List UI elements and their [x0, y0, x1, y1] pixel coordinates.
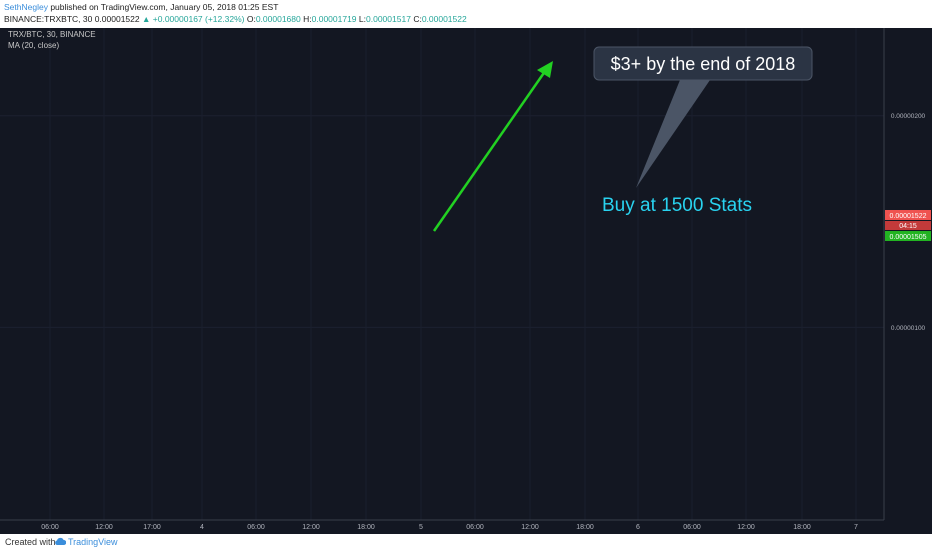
time-tick-label: 7 — [854, 524, 858, 531]
low-label: L: — [358, 14, 367, 24]
time-tick-label: 06:00 — [683, 524, 701, 531]
published-text: published on TradingView.com, January 05… — [50, 2, 279, 12]
time-tick-label: 18:00 — [576, 524, 594, 531]
arrow-head — [537, 61, 553, 78]
tradingview-cloud-icon — [55, 537, 66, 545]
time-tick-label: 17:00 — [143, 524, 161, 531]
high-label: H: — [303, 14, 312, 24]
callout-pointer — [636, 80, 710, 188]
time-tick-label: 06:00 — [247, 524, 265, 531]
created-with-text: Created with — [5, 537, 56, 547]
grid — [0, 28, 884, 520]
time-tick-label: 12:00 — [95, 524, 113, 531]
ohlc-line: BINANCE:TRXBTC, 30 0.00001522 ▲ +0.00000… — [4, 14, 467, 24]
countdown-box — [885, 221, 931, 230]
callout-box — [593, 46, 813, 81]
time-tick-label: 5 — [419, 524, 423, 531]
legend-symbol: TRX/BTC, 30, BINANCE — [8, 30, 96, 39]
callout-text: $3+ by the end of 2018 — [611, 54, 796, 74]
buy-annotation: Buy at 1500 Stats — [602, 195, 752, 216]
candlestick-chart[interactable]: 0.000024000.000023000.000022000.00002100… — [0, 28, 932, 534]
time-tick-label: 06:00 — [41, 524, 59, 531]
line-price-box — [885, 231, 931, 241]
time-tick-label: 4 — [200, 524, 204, 531]
publish-header: SethNegley published on TradingView.com,… — [0, 0, 932, 28]
time-tick-label: 12:00 — [302, 524, 320, 531]
price-axis[interactable] — [884, 28, 932, 520]
price-value: 0.00001522 — [94, 14, 140, 24]
last-price-text: 0.00001522 — [890, 213, 927, 220]
arrow-shaft — [432, 66, 550, 232]
countdown-text: 04:15 — [899, 223, 917, 230]
open-label: O: — [246, 14, 256, 24]
time-ticks: 06:00 12:00 17:00 4 06:00 12:00 18:00 5 06:00 12:… — [41, 524, 858, 531]
time-tick-label: 18:00 — [357, 524, 375, 531]
close-label: C: — [413, 14, 422, 24]
trend-arrow[interactable] — [432, 61, 553, 232]
price-tick-label: 0.00000100 — [891, 325, 926, 332]
time-tick-label: 12:00 — [737, 524, 755, 531]
symbol-label: BINANCE:TRXBTC, 30 — [4, 14, 93, 24]
time-tick-label: 6 — [636, 524, 640, 531]
tradingview-brand[interactable]: TradingView — [68, 537, 118, 547]
legend-ma: MA (20, close) — [8, 41, 59, 50]
time-tick-label: 18:00 — [793, 524, 811, 531]
close-value: 0.00001522 — [421, 14, 467, 24]
open-value: 0.00001680 — [255, 14, 301, 24]
price-ticks: 0.000024000.000023000.000022000.00002100… — [891, 113, 926, 332]
chart-area[interactable]: 0.000024000.000023000.000022000.00002100… — [0, 28, 932, 534]
time-tick-label: 06:00 — [466, 524, 484, 531]
change-value: ▲ +0.00000167 (+12.32%) — [142, 14, 245, 24]
last-price-marker: 0.00001522 04:15 0.00001505 — [885, 210, 931, 241]
footer: Created with TradingView — [0, 534, 932, 550]
line-price-text: 0.00001505 — [890, 234, 927, 241]
author-link[interactable]: SethNegley — [4, 2, 48, 12]
time-tick-label: 12:00 — [521, 524, 539, 531]
price-tick-label: 0.00000200 — [891, 113, 926, 120]
callout[interactable]: $3+ by the end of 2018 — [593, 46, 813, 188]
high-value: 0.00001719 — [311, 14, 357, 24]
last-price-box — [885, 210, 931, 220]
low-value: 0.00001517 — [366, 14, 411, 24]
author-line: SethNegley published on TradingView.com,… — [4, 2, 278, 12]
